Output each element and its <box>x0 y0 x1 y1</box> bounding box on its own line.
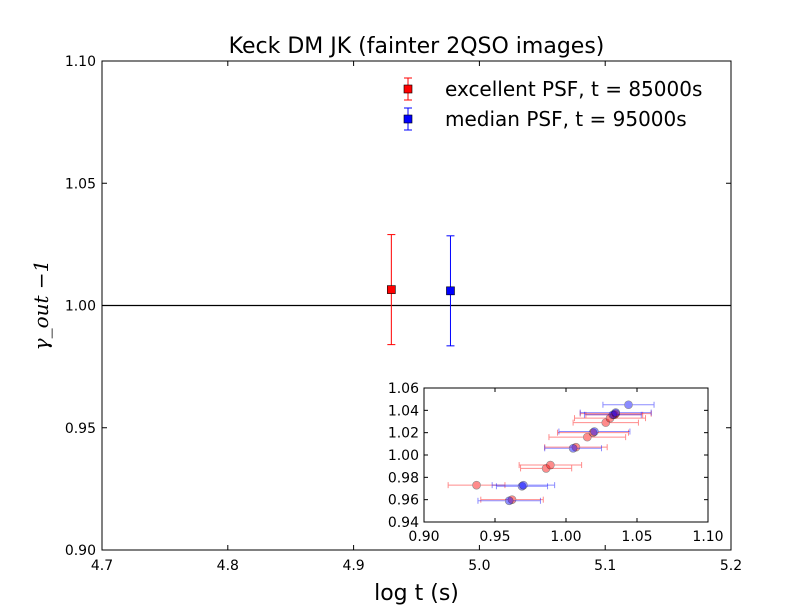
inset-data-point-series-0 <box>546 460 555 470</box>
inset-point-group-series-1 <box>579 408 652 417</box>
inset-x-tick-label: 1.05 <box>621 529 652 545</box>
inset-point-group-series-0 <box>480 495 544 504</box>
inset-ticks: 0.90 0.95 1.00 1.05 1.10 0.94 0.96 0.98 1.00 1.02… <box>388 381 724 545</box>
main-ticks: 4.7 4.8 4.9 5.0 5.1 5.2 0.90 0.95 1.00 1.05 1.10 <box>65 54 742 574</box>
x-tick-label: 4.7 <box>91 558 113 574</box>
inset-point-group-series-0 <box>556 428 629 437</box>
inset-data-point-series-0 <box>541 464 551 473</box>
inset-data-point-series-0 <box>588 428 598 437</box>
y-tick-label: 0.95 <box>65 421 96 437</box>
inset-point-group-series-1 <box>602 400 655 410</box>
inset-data-point-series-1 <box>608 410 618 420</box>
inset-data-point-series-0 <box>601 418 611 427</box>
inset-data-point-series-0 <box>611 409 621 418</box>
inset-data-point-series-0 <box>605 413 615 423</box>
inset-point-group-series-1 <box>477 496 541 506</box>
data-point-series-0 <box>387 285 396 294</box>
inset-point-group-series-0 <box>574 413 647 423</box>
inset-data-point-series-1 <box>568 443 578 453</box>
y-tick-label: 1.00 <box>65 299 96 315</box>
inset-y-tick-label: 1.02 <box>388 426 419 442</box>
x-tick-label: 4.8 <box>217 558 239 574</box>
inset-x-tick-label: 0.95 <box>479 529 510 545</box>
inset-data-point-series-0 <box>472 480 481 490</box>
inset-y-tick-label: 0.98 <box>388 470 419 486</box>
y-tick-label: 0.90 <box>65 543 96 559</box>
main-series-group <box>387 234 455 347</box>
inset-data-point-series-1 <box>519 480 528 490</box>
inset-y-tick-label: 0.94 <box>388 515 419 531</box>
inset-point-group-series-1 <box>491 480 556 490</box>
legend-marker-median <box>403 114 413 124</box>
y-axis-label: γ_out −1 <box>29 260 53 351</box>
inset-y-tick-label: 1.00 <box>388 448 419 464</box>
inset-x-tick-label: 1.10 <box>692 529 723 545</box>
inset-point-group-series-1 <box>544 443 602 453</box>
inset-data-point-series-1 <box>624 400 633 410</box>
legend-item-median: median PSF, t = 95000s <box>403 107 687 131</box>
main-axes: 4.7 4.8 4.9 5.0 5.1 5.2 0.90 0.95 1.00 1.05 1.10 <box>65 54 742 574</box>
legend-item-excellent: excellent PSF, t = 85000s <box>403 77 702 101</box>
chart-title: Keck DM JK (fainter 2QSO images) <box>229 34 605 59</box>
x-tick-label: 5.1 <box>594 558 616 574</box>
inset-y-tick-label: 1.06 <box>388 381 419 397</box>
inset-point-group-series-1 <box>495 481 549 491</box>
inset-point-group-series-1 <box>583 410 642 420</box>
inset-data-point-series-0 <box>609 410 619 420</box>
inset-x-tick-label: 1.00 <box>550 529 581 545</box>
inset-point-group-series-1 <box>558 427 631 436</box>
inset-point-group-series-0 <box>447 480 506 490</box>
data-point-series-1 <box>446 286 455 296</box>
x-axis-label: log t (s) <box>374 581 459 606</box>
legend-label-excellent: excellent PSF, t = 85000s <box>445 77 702 101</box>
inset-series-group <box>447 400 655 506</box>
inset-background <box>424 388 708 522</box>
inset-y-tick-label: 0.96 <box>388 493 419 509</box>
inset-point-group-series-0 <box>548 432 627 442</box>
inset-point-group-series-0 <box>520 464 573 473</box>
inset-data-point-series-0 <box>582 432 592 442</box>
inset-x-tick-label: 0.90 <box>408 529 439 545</box>
inset-point-group-series-0 <box>579 409 652 418</box>
inset-plot-frame <box>423 387 709 523</box>
legend-label-median: median PSF, t = 95000s <box>445 107 687 131</box>
inset-data-point-series-1 <box>517 481 527 491</box>
inset-data-point-series-0 <box>571 442 581 452</box>
inset-data-point-series-1 <box>504 496 514 506</box>
x-tick-label: 5.0 <box>468 558 490 574</box>
inset-axes: 0.90 0.95 1.00 1.05 1.10 0.94 0.96 0.98 1.00 1.02… <box>388 381 724 545</box>
x-tick-label: 4.9 <box>342 558 364 574</box>
inset-point-group-series-0 <box>572 418 639 427</box>
inset-point-group-series-0 <box>585 410 644 420</box>
inset-data-point-series-0 <box>507 495 517 504</box>
y-tick-label: 1.10 <box>65 54 96 70</box>
legend-marker-excellent <box>403 84 413 94</box>
inset-data-point-series-1 <box>611 408 621 417</box>
inset-y-tick-label: 1.04 <box>388 403 419 419</box>
inset-data-point-series-1 <box>590 427 599 436</box>
inset-point-group-series-0 <box>518 460 583 470</box>
x-tick-label: 5.2 <box>720 558 742 574</box>
inset-point-group-series-0 <box>544 442 608 452</box>
y-tick-label: 1.05 <box>65 176 96 192</box>
legend: excellent PSF, t = 85000s median PSF, t … <box>403 77 702 131</box>
